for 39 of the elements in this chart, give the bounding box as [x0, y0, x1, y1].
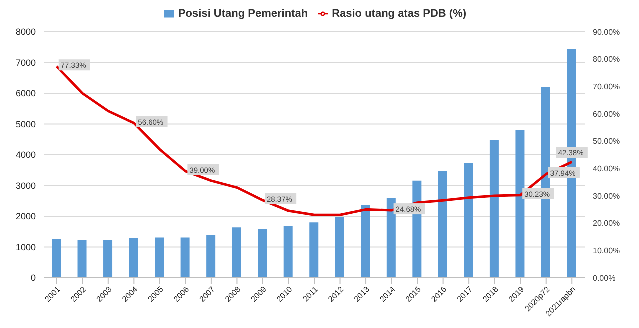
- bar: [310, 222, 319, 278]
- y2-tick-label: 50.00%: [593, 137, 620, 146]
- y2-tick-label: 70.00%: [593, 82, 620, 92]
- bar: [490, 140, 499, 278]
- legend-label: Posisi Utang Pemerintah: [178, 8, 308, 20]
- bar: [258, 229, 268, 278]
- y-tick-label: 6000: [16, 88, 36, 99]
- bar: [361, 205, 370, 278]
- bar: [464, 162, 474, 278]
- bar: [52, 238, 61, 278]
- y-tick-label: 2000: [16, 212, 36, 222]
- y-tick-label: 7000: [16, 58, 36, 68]
- y-tick-label: 4000: [16, 150, 36, 160]
- y-tick-label: 1000: [16, 242, 36, 252]
- y-tick-label: 8000: [16, 27, 36, 38]
- bar: [78, 240, 87, 278]
- bar: [129, 238, 138, 278]
- y2-tick-label: 10.00%: [593, 246, 620, 256]
- y2-tick-label: 40.00%: [593, 164, 620, 174]
- y2-tick-label: 80.00%: [593, 55, 620, 64]
- bar: [104, 240, 113, 278]
- y2-tick-label: 90.00%: [593, 28, 620, 37]
- y2-tick-label: 20.00%: [593, 219, 620, 228]
- bar: [386, 198, 396, 278]
- bar: [206, 235, 216, 278]
- y-tick-label: 0: [30, 273, 36, 284]
- bar: [180, 238, 190, 278]
- bar: [155, 238, 164, 278]
- legend-label: Rasio utang atas PDB (%): [332, 8, 467, 20]
- y2-tick-label: 0.00%: [593, 274, 616, 283]
- bar: [516, 130, 525, 278]
- y2-tick-label: 60.00%: [593, 110, 620, 119]
- bar: [232, 228, 242, 278]
- y2-tick-label: 30.00%: [593, 192, 620, 201]
- bar: [284, 226, 293, 278]
- bar: [438, 170, 448, 278]
- y-tick-label: 3000: [16, 180, 36, 191]
- bar: [335, 217, 344, 278]
- y-tick-label: 5000: [16, 119, 36, 130]
